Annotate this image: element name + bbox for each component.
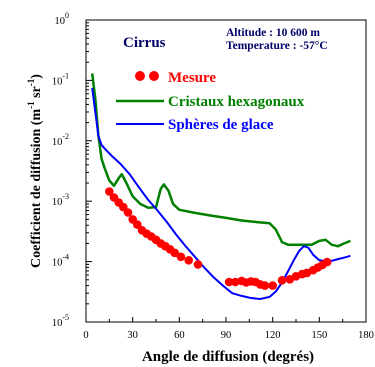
- data-point-mesure: [268, 281, 278, 290]
- y-tick-exponent: 0: [65, 11, 69, 20]
- x-tick-label: 90: [221, 330, 232, 341]
- data-point-mesure: [224, 277, 234, 287]
- y-tick-label: 10-3: [52, 192, 69, 208]
- data-point-mesure: [105, 187, 114, 196]
- data-point-mesure: [133, 220, 142, 229]
- series-line-2: [91, 87, 351, 300]
- data-point-mesure: [260, 281, 270, 290]
- x-axis-ticks: 0 30 60 90 120 150 180: [83, 317, 374, 341]
- y-tick-exponent: -2: [62, 132, 69, 141]
- x-axis-label: Angle de diffusion (degrés): [142, 349, 314, 365]
- y-tick-exponent: -3: [62, 192, 69, 201]
- x-tick-label: 120: [265, 330, 281, 341]
- y-tick-exponent: -4: [62, 253, 69, 262]
- x-tick-label: 180: [358, 330, 374, 341]
- y-tick-label: 10-5: [52, 313, 69, 329]
- x-tick-label: 30: [127, 330, 138, 341]
- y-axis-label-end: ): [29, 74, 44, 79]
- cirrus-label: Cirrus: [123, 35, 166, 51]
- y-tick-label: 100: [55, 11, 70, 27]
- series-line-1: [90, 73, 351, 248]
- data-point-mesure: [322, 257, 332, 267]
- y-tick-label: 10-4: [52, 253, 69, 269]
- data-point-mesure: [123, 208, 133, 217]
- legend: Mesure Cristaux hexagonaux Sphères de gl…: [116, 70, 305, 133]
- y-tick-exponent: -1: [62, 71, 69, 80]
- legend-label-spheres: Sphères de glace: [168, 117, 274, 133]
- legend-marker-mesure: [149, 71, 159, 81]
- x-tick-label: 0: [83, 330, 88, 341]
- legend-label-cristaux: Cristaux hexagonaux: [168, 94, 305, 110]
- y-axis-label: Coefficient de diffusion (m-1 sr-1): [26, 74, 44, 268]
- altitude-label: Altitude : 10 600 m: [226, 27, 320, 39]
- legend-marker-mesure: [135, 71, 145, 81]
- data-point-mesure: [176, 252, 186, 262]
- x-tick-label: 150: [311, 330, 327, 341]
- y-axis-label-exp2: -1: [26, 78, 36, 86]
- data-point-mesure: [184, 255, 193, 265]
- x-tick-label: 60: [174, 330, 185, 341]
- y-tick-label: 10-2: [52, 132, 69, 148]
- data-point-mesure: [193, 260, 203, 269]
- data-point-mesure: [170, 248, 179, 258]
- series-layer: [90, 73, 351, 300]
- y-tick-exponent: -5: [62, 313, 69, 322]
- y-axis-label-mid: sr: [29, 86, 44, 101]
- legend-label-mesure: Mesure: [168, 70, 216, 86]
- y-tick-label: 10-1: [52, 71, 69, 87]
- data-point-mesure: [277, 276, 287, 285]
- y-axis-label-exp1: -1: [26, 101, 36, 109]
- y-axis-label-main: Coefficient de diffusion (m: [29, 109, 44, 268]
- temperature-label: Temperature : -57°C: [226, 40, 328, 52]
